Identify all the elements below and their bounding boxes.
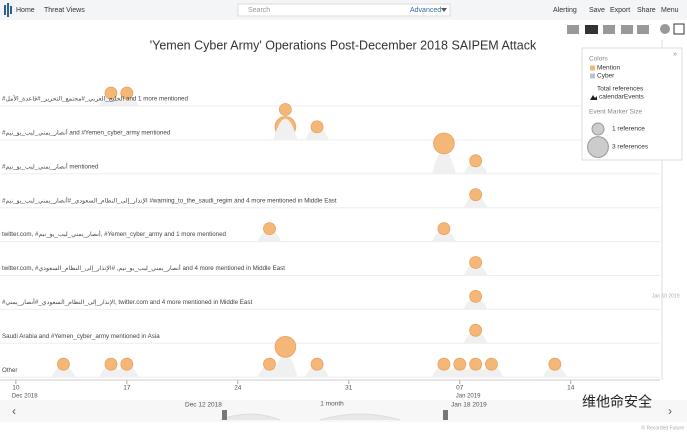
event-marker[interactable]	[120, 86, 134, 100]
legend-icon	[590, 95, 597, 100]
row-label: #الإنذار_إلى_النظام_السعودي_#أنصار_يمني,…	[2, 297, 252, 306]
nav-end: Jan 18 2019	[451, 402, 487, 409]
x-tick-label: 31	[345, 385, 353, 392]
event-shadow	[273, 353, 298, 378]
event-shadow	[463, 263, 488, 276]
event-marker[interactable]	[120, 357, 134, 371]
nav-action[interactable]: Export	[610, 7, 630, 14]
row-label: #أنصار_يمني_ليب_يو_نيم and #Yemen_cyber_…	[2, 128, 171, 137]
search-box[interactable]	[237, 3, 451, 17]
x-tick-sublabel: Jan 2019	[456, 394, 481, 400]
event-marker[interactable]	[469, 357, 483, 371]
advanced-link[interactable]: Advanced	[410, 7, 441, 14]
legend-item: Mention	[597, 65, 621, 72]
nav-handle[interactable]	[443, 410, 448, 420]
nav-action[interactable]: Share	[637, 7, 656, 14]
legend-title: Event Marker Size	[589, 109, 642, 116]
event-shadow	[431, 150, 456, 174]
event-marker[interactable]	[310, 357, 324, 371]
legend-item: 3 references	[612, 144, 649, 151]
x-tick-label: 10	[12, 385, 20, 392]
legend-swatch	[590, 65, 595, 71]
row-label: Saudi Arabia and #Yemen_cyber_army menti…	[2, 333, 160, 340]
scroll-left[interactable]: ‹	[12, 404, 16, 418]
chart-title: 'Yemen Cyber Army' Operations Post-Decem…	[150, 38, 537, 52]
nav-link[interactable]: Home	[16, 7, 35, 14]
event-marker[interactable]	[104, 86, 118, 100]
legend-item: Total references	[597, 86, 644, 93]
event-marker[interactable]	[274, 336, 297, 358]
event-shadow	[431, 229, 456, 242]
row-label: Other	[2, 367, 17, 374]
event-marker[interactable]	[437, 357, 451, 371]
nav-link[interactable]: Threat Views	[44, 7, 85, 14]
event-shadow	[463, 195, 488, 208]
credit: © Recorded Future	[641, 424, 684, 431]
row-label: #الخليج_العربي_#مجتمع_التحرير_#قاعدة_الأ…	[2, 94, 188, 103]
date-marker: Jan 10 2019	[652, 293, 680, 299]
event-shadow	[257, 229, 282, 242]
event-shadow	[51, 364, 76, 378]
collapse[interactable]: »	[673, 51, 677, 58]
event-marker[interactable]	[469, 154, 483, 168]
event-shadow	[463, 161, 488, 174]
event-shadow	[463, 296, 488, 310]
event-marker[interactable]	[469, 256, 483, 269]
legend-item: calendarEvents	[599, 94, 645, 101]
search-placeholder: Search	[248, 7, 270, 14]
event-marker[interactable]	[278, 103, 292, 116]
event-marker[interactable]	[310, 120, 324, 134]
x-tick-label: 14	[567, 385, 575, 392]
event-marker[interactable]	[104, 357, 118, 371]
event-marker[interactable]	[453, 357, 467, 371]
event-marker[interactable]	[57, 357, 70, 371]
event-marker[interactable]	[263, 222, 276, 236]
nav-span: 1 month	[320, 401, 344, 408]
event-shadow	[542, 364, 567, 378]
event-shadow	[114, 364, 139, 378]
nav-handle[interactable]	[222, 410, 227, 420]
legend-panel: » Colors Event Marker Size Total referen…	[581, 47, 683, 161]
row-label: #الإنذار_إلى_النظام_السعودي_#أنصار_يمني_…	[2, 195, 337, 204]
event-shadow	[479, 364, 504, 378]
dropdown-arrow	[441, 8, 447, 12]
event-shadow	[114, 93, 139, 106]
row-label: twitter.com, #أنصار_يمني_ليب_يو_نيم, #Ye…	[2, 229, 227, 238]
nav-action[interactable]: Save	[589, 7, 605, 14]
event-marker[interactable]	[263, 357, 276, 371]
view-toggles[interactable]	[567, 23, 685, 35]
legend-item: 1 reference	[612, 126, 645, 133]
row-label: #أنصار_يمني_ليب_يو_نيم mentioned	[2, 161, 99, 170]
legend-title: Colors	[589, 56, 609, 63]
legend-size	[587, 136, 609, 158]
legend-size	[591, 122, 605, 136]
event-marker[interactable]	[469, 289, 483, 303]
event-shadow	[463, 330, 488, 344]
event-marker[interactable]	[469, 188, 483, 202]
event-marker[interactable]	[433, 132, 455, 155]
event-marker[interactable]	[548, 357, 562, 371]
x-tick-label: 24	[234, 385, 242, 392]
event-marker[interactable]	[485, 357, 498, 371]
nav-action[interactable]: Menu	[661, 7, 679, 14]
navigator	[0, 400, 687, 422]
x-tick-label: 17	[123, 385, 131, 392]
event-shadow	[305, 127, 330, 140]
x-tick-sublabel: Dec 2018	[12, 394, 38, 400]
legend-item: Cyber	[597, 73, 615, 80]
event-shadow	[305, 364, 330, 378]
event-shadow	[273, 118, 298, 140]
logo	[4, 3, 12, 17]
row-label: twitter.com, #أنصار_يمني_ليب_يو_نيم, #ال…	[2, 263, 285, 272]
nav-action[interactable]: Alerting	[553, 7, 577, 14]
event-marker[interactable]	[437, 222, 451, 236]
event-marker[interactable]	[469, 323, 483, 337]
nav-start: Dec 12 2018	[185, 402, 222, 409]
scroll-right[interactable]: ›	[668, 404, 672, 418]
x-tick-label: 07	[456, 385, 464, 392]
legend-swatch	[590, 73, 595, 79]
watermark: 维他命安全	[582, 394, 652, 410]
